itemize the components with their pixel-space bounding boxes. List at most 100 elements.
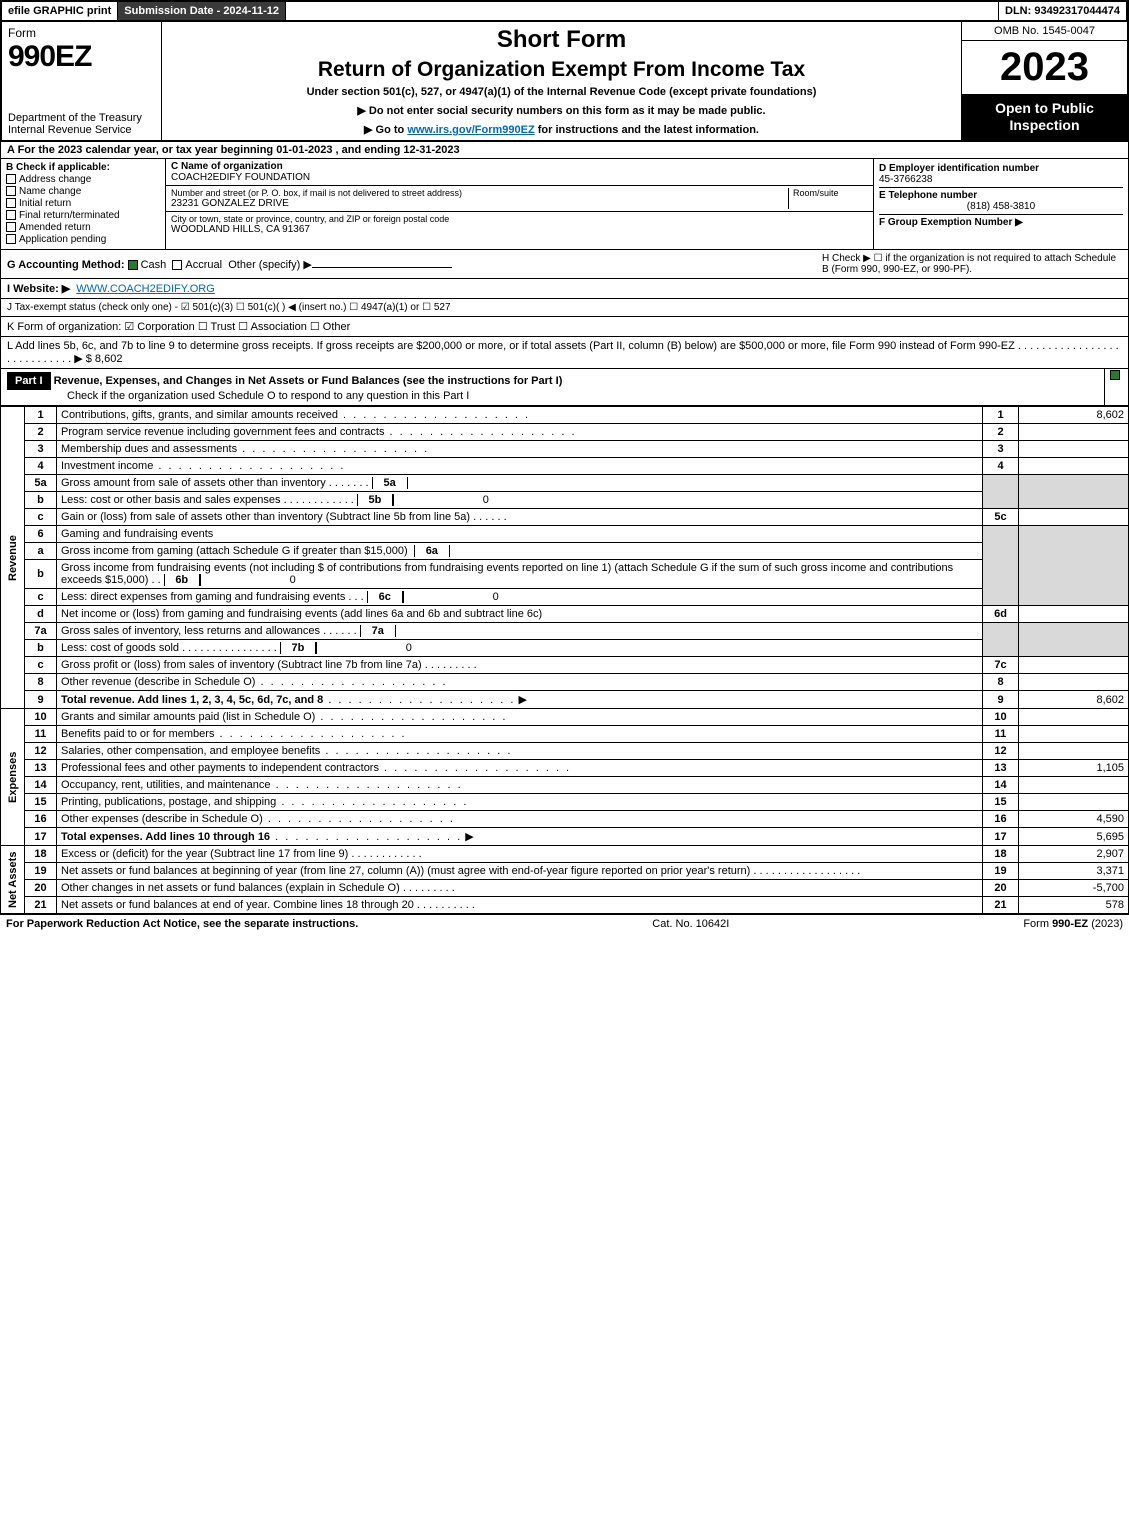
- submission-date: Submission Date - 2024-11-12: [118, 2, 286, 20]
- line-5c-code: 5c: [983, 509, 1019, 526]
- line-6d-num: d: [25, 606, 57, 623]
- irs-link[interactable]: www.irs.gov/Form990EZ: [407, 124, 534, 136]
- line-6c-innercode: 6c: [367, 591, 403, 603]
- line-6-codecell: [983, 526, 1019, 606]
- chk-application-pending[interactable]: Application pending: [6, 234, 160, 245]
- row-a-tax-year: A For the 2023 calendar year, or tax yea…: [0, 142, 1129, 159]
- line-18-desc: Excess or (deficit) for the year (Subtra…: [57, 846, 983, 863]
- chk-initial-return[interactable]: Initial return: [6, 198, 160, 209]
- phone-value: (818) 458-3810: [879, 201, 1123, 212]
- line-7b-desc: Less: cost of goods sold . . . . . . . .…: [57, 640, 983, 657]
- line-13-amt: 1,105: [1019, 760, 1129, 777]
- line-16-desc: Other expenses (describe in Schedule O): [57, 811, 983, 828]
- line-7a-num: 7a: [25, 623, 57, 640]
- line-17-code: 17: [983, 828, 1019, 846]
- footer-left: For Paperwork Reduction Act Notice, see …: [6, 918, 358, 930]
- g-other-input[interactable]: [312, 267, 452, 268]
- line-4-desc: Investment income: [57, 458, 983, 475]
- chk-name-change-label: Name change: [19, 186, 81, 197]
- header-left: Form 990EZ Department of the Treasury In…: [2, 22, 162, 140]
- row-l-gross-receipts: L Add lines 5b, 6c, and 7b to line 9 to …: [0, 337, 1129, 369]
- line-21-code: 21: [983, 897, 1019, 914]
- chk-name-change[interactable]: Name change: [6, 186, 160, 197]
- line-10-desc: Grants and similar amounts paid (list in…: [57, 709, 983, 726]
- subtitle: Under section 501(c), 527, or 4947(a)(1)…: [172, 86, 951, 98]
- line-19-code: 19: [983, 863, 1019, 880]
- chk-accrual[interactable]: [172, 260, 182, 270]
- line-6-num: 6: [25, 526, 57, 543]
- line-11-code: 11: [983, 726, 1019, 743]
- line-3-desc: Membership dues and assessments: [57, 441, 983, 458]
- part-i-checkbox[interactable]: [1104, 369, 1128, 405]
- omb-number: OMB No. 1545-0047: [962, 22, 1127, 41]
- line-16-num: 16: [25, 811, 57, 828]
- line-18-code: 18: [983, 846, 1019, 863]
- line-8-desc: Other revenue (describe in Schedule O): [57, 674, 983, 691]
- line-7b-innercode: 7b: [280, 642, 316, 654]
- g-label: G Accounting Method:: [7, 259, 125, 271]
- line-4-code: 4: [983, 458, 1019, 475]
- line-6b-num: b: [25, 560, 57, 589]
- line-6-desc: Gaming and fundraising events: [57, 526, 983, 543]
- ein-value: 45-3766238: [879, 174, 1123, 185]
- line-6d-desc: Net income or (loss) from gaming and fun…: [57, 606, 983, 623]
- line-7c-desc: Gross profit or (loss) from sales of inv…: [57, 657, 983, 674]
- line-5c-num: c: [25, 509, 57, 526]
- line-4-amt: [1019, 458, 1129, 475]
- line-5a-desc: Gross amount from sale of assets other t…: [57, 475, 983, 492]
- line-20-amt: -5,700: [1019, 880, 1129, 897]
- line-10-code: 10: [983, 709, 1019, 726]
- line-9-amt: 8,602: [1019, 691, 1129, 709]
- line-10-amt: [1019, 709, 1129, 726]
- line-6c-inneramt: 0: [403, 591, 503, 603]
- line-5b-desc: Less: cost or other basis and sales expe…: [57, 492, 983, 509]
- g-cash-label: Cash: [141, 259, 167, 271]
- line-5b-inneramt: 0: [393, 494, 493, 506]
- line-7c-code: 7c: [983, 657, 1019, 674]
- col-c-org-info: C Name of organization COACH2EDIFY FOUND…: [166, 159, 873, 249]
- page-footer: For Paperwork Reduction Act Notice, see …: [0, 914, 1129, 933]
- line-2-amt: [1019, 424, 1129, 441]
- dln-label: DLN: 93492317044474: [998, 2, 1127, 20]
- header-right: OMB No. 1545-0047 2023 Open to Public In…: [962, 22, 1127, 140]
- line-13-code: 13: [983, 760, 1019, 777]
- part-i-title-cell: Part I Revenue, Expenses, and Changes in…: [1, 369, 1104, 405]
- col-b-checkboxes: B Check if applicable: Address change Na…: [1, 159, 166, 249]
- line-2-num: 2: [25, 424, 57, 441]
- line-7a-innercode: 7a: [360, 625, 396, 637]
- line-14-desc: Occupancy, rent, utilities, and maintena…: [57, 777, 983, 794]
- chk-final-return[interactable]: Final return/terminated: [6, 210, 160, 221]
- line-14-amt: [1019, 777, 1129, 794]
- row-g-h: G Accounting Method: Cash Accrual Other …: [0, 250, 1129, 279]
- g-accounting: G Accounting Method: Cash Accrual Other …: [7, 258, 452, 271]
- line-6-amtcell: [1019, 526, 1129, 606]
- form-number: 990EZ: [8, 40, 155, 74]
- org-city: WOODLAND HILLS, CA 91367: [171, 224, 868, 235]
- line-6d-amt: [1019, 606, 1129, 623]
- line-11-amt: [1019, 726, 1129, 743]
- c-city-label: City or town, state or province, country…: [171, 214, 868, 224]
- line-9-code: 9: [983, 691, 1019, 709]
- expenses-side-label: Expenses: [1, 709, 25, 846]
- top-bar: efile GRAPHIC print Submission Date - 20…: [0, 0, 1129, 22]
- line-13-num: 13: [25, 760, 57, 777]
- chk-cash[interactable]: [128, 260, 138, 270]
- line-1-desc: Contributions, gifts, grants, and simila…: [57, 407, 983, 424]
- line-14-num: 14: [25, 777, 57, 794]
- line-21-amt: 578: [1019, 897, 1129, 914]
- line-21-desc: Net assets or fund balances at end of ye…: [57, 897, 983, 914]
- line-5b-innercode: 5b: [357, 494, 393, 506]
- chk-address-change[interactable]: Address change: [6, 174, 160, 185]
- col-d-identifiers: D Employer identification number 45-3766…: [873, 159, 1128, 249]
- return-title: Return of Organization Exempt From Incom…: [172, 58, 951, 82]
- g-accrual-label: Accrual: [185, 259, 222, 271]
- chk-amended-return[interactable]: Amended return: [6, 222, 160, 233]
- line-15-amt: [1019, 794, 1129, 811]
- h-schedule-b: H Check ▶ ☐ if the organization is not r…: [822, 253, 1122, 275]
- website-link[interactable]: WWW.COACH2EDIFY.ORG: [76, 283, 215, 295]
- tax-year: 2023: [962, 41, 1127, 94]
- instr2-post: for instructions and the latest informat…: [535, 124, 759, 136]
- line-5c-desc: Gain or (loss) from sale of assets other…: [57, 509, 983, 526]
- org-street: 23231 GONZALEZ DRIVE: [171, 198, 788, 209]
- efile-label[interactable]: efile GRAPHIC print: [2, 2, 118, 20]
